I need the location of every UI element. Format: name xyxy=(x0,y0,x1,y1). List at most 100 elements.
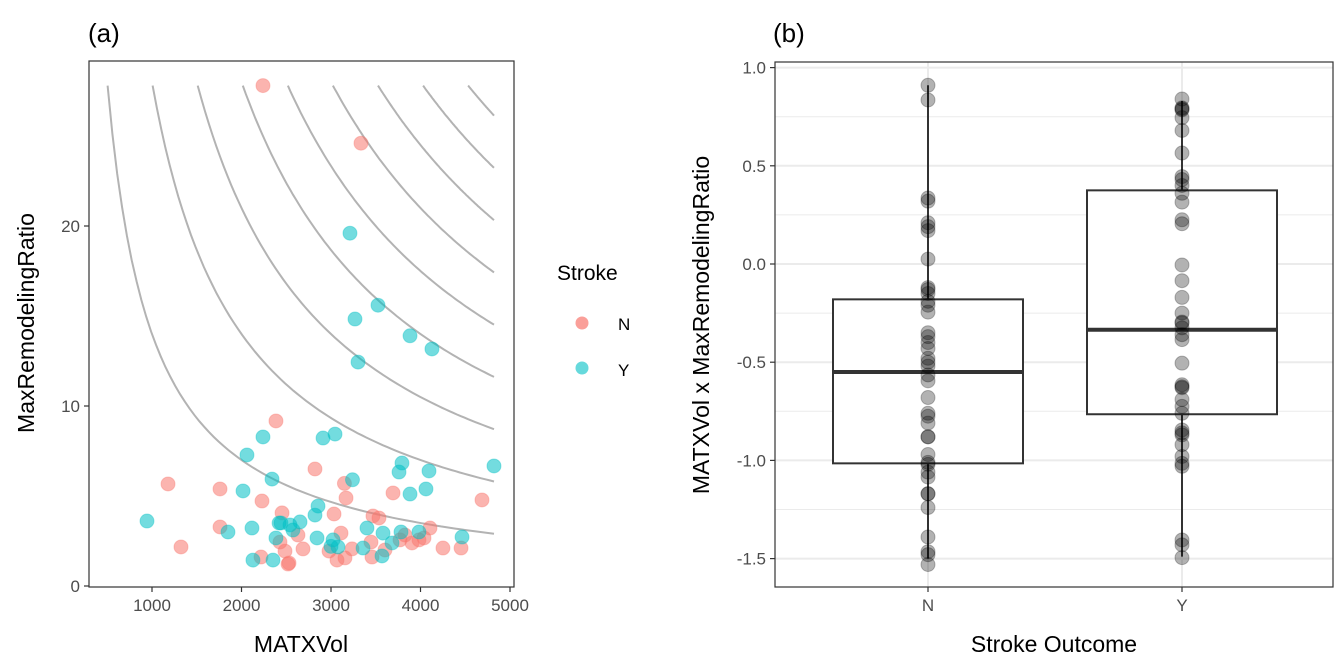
panel-b-plot: 1.0 0.5 0.0 -0.5 -1.0 -1.5 N Y xyxy=(737,59,1334,615)
point-y-19 xyxy=(1174,315,1190,331)
contour-line-9 xyxy=(467,84,495,117)
point-y-38 xyxy=(1174,537,1190,553)
point-y-29 xyxy=(1174,405,1190,421)
point-n-15 xyxy=(920,329,936,345)
point-y-10 xyxy=(1174,185,1190,201)
y-tick-label-10: 10 xyxy=(61,397,80,416)
point-y-35 xyxy=(1174,455,1190,471)
point-y-20 xyxy=(1174,320,1190,336)
point-y-5 xyxy=(350,354,366,370)
point-n-38 xyxy=(920,544,936,560)
point-n-13 xyxy=(920,304,936,320)
point-y-15 xyxy=(1174,273,1190,289)
point-y-33 xyxy=(1174,437,1190,453)
point-n-37 xyxy=(920,529,936,545)
point-y-17 xyxy=(1174,305,1190,321)
point-y-18 xyxy=(235,483,251,499)
panel-b-tag: (b) xyxy=(773,18,805,48)
point-y-43 xyxy=(323,538,339,554)
point-n-16 xyxy=(920,335,936,351)
point-y-24 xyxy=(1174,377,1190,393)
contour-line-2 xyxy=(151,85,495,483)
point-n-25 xyxy=(920,408,936,424)
panel-a-x-axis-title: MATXVol xyxy=(254,631,348,657)
panel-a-y-axis-title: MaxRemodelingRatio xyxy=(13,213,39,433)
point-n-24 xyxy=(920,405,936,421)
y-tick-label-0: 1.0 xyxy=(742,59,766,78)
point-n-7 xyxy=(338,490,354,506)
point-y-10 xyxy=(264,471,280,487)
point-y-40 xyxy=(454,529,470,545)
point-n-32 xyxy=(920,464,936,480)
point-y-16 xyxy=(1174,289,1190,305)
point-y-30 xyxy=(265,552,281,568)
point-y-17 xyxy=(418,481,434,497)
point-n-10 xyxy=(920,285,936,301)
point-y-28 xyxy=(1174,398,1190,414)
point-n-4 xyxy=(920,215,936,231)
x-tick-label-2000: 2000 xyxy=(223,596,261,615)
point-y-13 xyxy=(1174,216,1190,232)
point-n-8 xyxy=(385,485,401,501)
box-y xyxy=(1086,189,1278,416)
point-y-16 xyxy=(402,486,418,502)
point-n-28 xyxy=(371,510,387,526)
point-n-6 xyxy=(254,493,270,509)
point-n-19 xyxy=(920,354,936,370)
point-y-0 xyxy=(1174,91,1190,107)
point-y-26 xyxy=(1174,379,1190,395)
point-y-39 xyxy=(1174,550,1190,566)
point-n-27 xyxy=(920,429,936,445)
panel-b-x-axis-title: Stroke Outcome xyxy=(971,631,1137,657)
point-y-18 xyxy=(1174,314,1190,330)
panel-a-frame xyxy=(88,60,515,588)
point-y-4 xyxy=(424,341,440,357)
point-y-13 xyxy=(391,464,407,480)
y-tick-label-5: -1.5 xyxy=(737,550,766,569)
point-y-23 xyxy=(307,507,323,523)
box-n xyxy=(832,298,1024,465)
point-n-0 xyxy=(255,78,271,94)
point-n-26 xyxy=(920,415,936,431)
point-y-39 xyxy=(384,535,400,551)
x-tick-label-5000: 5000 xyxy=(491,596,529,615)
point-n-3 xyxy=(307,461,323,477)
y-tick-label-3: -0.5 xyxy=(737,353,766,372)
point-n-30 xyxy=(920,454,936,470)
point-y-8 xyxy=(255,429,271,445)
point-y-9 xyxy=(1174,177,1190,193)
point-n-22 xyxy=(920,373,936,389)
point-y-28 xyxy=(268,530,284,546)
point-n-10 xyxy=(326,506,342,522)
point-y-35 xyxy=(359,520,375,536)
y-tick-label-4: -1.0 xyxy=(737,451,766,470)
point-n-9 xyxy=(920,282,936,298)
point-n-28 xyxy=(920,429,936,445)
point-n-2 xyxy=(268,413,284,429)
point-n-34 xyxy=(920,486,936,502)
y-tick-label-2: 0.0 xyxy=(742,255,766,274)
point-y-1 xyxy=(370,297,386,313)
point-n-18 xyxy=(920,350,936,366)
point-n-20 xyxy=(920,358,936,374)
legend-key-y xyxy=(575,361,589,375)
point-y-37 xyxy=(393,524,409,540)
point-n-4 xyxy=(160,476,176,492)
point-y-32 xyxy=(1174,427,1190,443)
x-tick-label-3000: 3000 xyxy=(312,596,350,615)
point-y-30 xyxy=(1174,422,1190,438)
point-y-3 xyxy=(402,328,418,344)
legend-label-y: Y xyxy=(618,361,629,380)
legend-title: Stroke xyxy=(557,262,618,285)
point-n-11 xyxy=(920,293,936,309)
point-y-20 xyxy=(220,524,236,540)
x-tick-label-1000: 1000 xyxy=(133,596,171,615)
point-y-7 xyxy=(327,426,343,442)
point-y-27 xyxy=(285,522,301,538)
point-n-23 xyxy=(920,390,936,406)
y-tick-label-20: 20 xyxy=(61,217,80,236)
y-tick-label-1: 0.5 xyxy=(742,157,766,176)
point-y-6 xyxy=(1174,145,1190,161)
point-y-5 xyxy=(1174,122,1190,138)
point-y-38 xyxy=(411,524,427,540)
